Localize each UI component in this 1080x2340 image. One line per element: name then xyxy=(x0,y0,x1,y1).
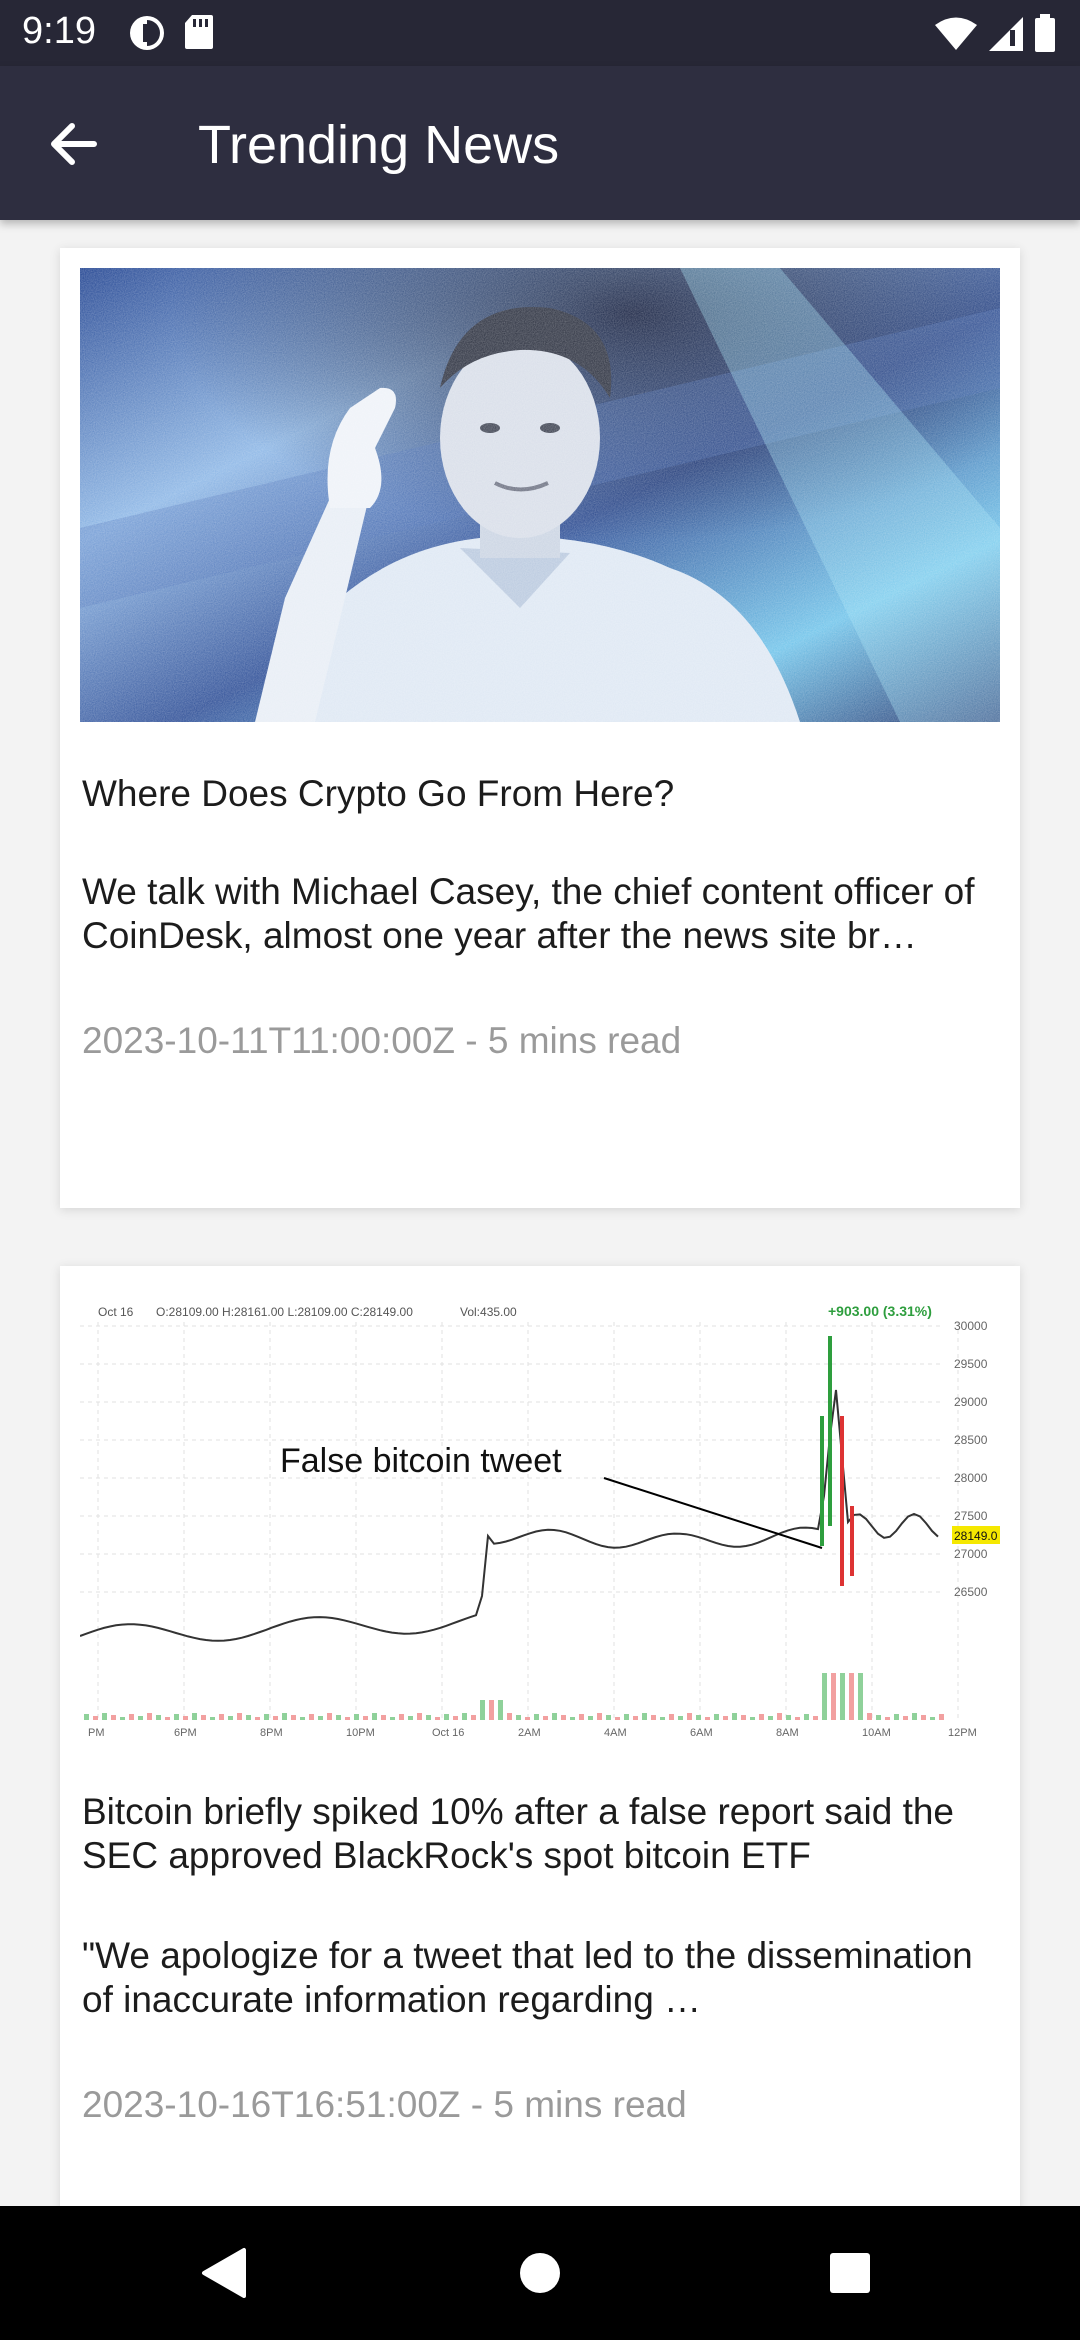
page-title: Trending News xyxy=(198,115,560,175)
navigation-bar xyxy=(0,2206,1080,2340)
chart-y-tick: 29000 xyxy=(954,1395,988,1409)
chart-ohlc-label: O:28109.00 H:28161.00 L:28109.00 C:28149… xyxy=(156,1305,413,1319)
chart-date-label: Oct 16 xyxy=(98,1305,134,1319)
article-read-time: - 5 mins read xyxy=(460,2084,687,2125)
home-circle-icon xyxy=(520,2253,560,2293)
article-meta: 2023-10-16T16:51:00Z - 5 mins read xyxy=(82,2084,687,2126)
back-triangle-icon xyxy=(202,2248,246,2298)
chart-x-tick: Oct 16 xyxy=(432,1727,464,1739)
chart-x-tick: 2AM xyxy=(518,1727,541,1739)
recents-square-icon xyxy=(830,2253,870,2293)
chart-x-tick: 6PM xyxy=(174,1727,197,1739)
chart-change-label: +903.00 (3.31%) xyxy=(828,1303,932,1319)
article-date: 2023-10-11T11:00:00Z xyxy=(82,1020,455,1061)
news-image-chart[interactable]: Oct 16 O:28109.00 H:28161.00 L:28109.00 … xyxy=(80,1286,1000,1740)
nav-back-button[interactable] xyxy=(192,2240,258,2306)
chart-y-tick: 30000 xyxy=(954,1319,988,1333)
article-title[interactable]: Where Does Crypto Go From Here? xyxy=(82,773,675,814)
battery-icon xyxy=(1034,14,1056,57)
nav-home-button[interactable] xyxy=(507,2240,573,2306)
chart-y-tick: 28500 xyxy=(954,1433,988,1447)
article-title[interactable]: Bitcoin briefly spiked 10% after a false… xyxy=(82,1791,955,1876)
news-image-portrait[interactable] xyxy=(80,268,1000,722)
news-card[interactable]: Oct 16 O:28109.00 H:28161.00 L:28109.00 … xyxy=(60,1266,1020,2206)
chart-x-tick: 8PM xyxy=(260,1727,283,1739)
status-time: 9:19 xyxy=(22,10,96,52)
news-card[interactable]: Where Does Crypto Go From Here? We talk … xyxy=(60,248,1020,1208)
data-saver-icon xyxy=(128,14,166,57)
chart-y-tick: 27000 xyxy=(954,1547,988,1561)
chart-x-tick: 10AM xyxy=(862,1727,891,1739)
portrait-photo xyxy=(80,268,1000,722)
news-list[interactable]: Where Does Crypto Go From Here? We talk … xyxy=(0,220,1080,2206)
chart-x-tick: 12PM xyxy=(948,1727,977,1739)
arrow-left-icon xyxy=(51,123,97,165)
chart-annotation: False bitcoin tweet xyxy=(280,1442,562,1480)
chart-volume-label: Vol:435.00 xyxy=(460,1305,517,1319)
app-bar: Trending News xyxy=(0,66,1080,220)
article-date: 2023-10-16T16:51:00Z xyxy=(82,2084,461,2125)
chart-y-tick: 26500 xyxy=(954,1585,988,1599)
chart-x-tick: 4AM xyxy=(604,1727,627,1739)
wifi-icon xyxy=(934,16,978,57)
back-button[interactable] xyxy=(44,114,104,174)
chart-y-tick: 29500 xyxy=(954,1357,988,1371)
chart-price-tag: 28149.0 xyxy=(954,1529,998,1543)
chart-y-tick: 27500 xyxy=(954,1509,988,1523)
bitcoin-price-chart: Oct 16 O:28109.00 H:28161.00 L:28109.00 … xyxy=(80,1286,1000,1740)
chart-y-tick: 28000 xyxy=(954,1471,988,1485)
article-read-time: - 5 mins read xyxy=(455,1020,682,1061)
chart-x-tick: 6AM xyxy=(690,1727,713,1739)
article-description: "We apologize for a tweet that led to th… xyxy=(82,1935,973,2020)
article-description: We talk with Michael Casey, the chief co… xyxy=(82,871,975,956)
chart-x-tick: 10PM xyxy=(346,1727,375,1739)
article-meta: 2023-10-11T11:00:00Z - 5 mins read xyxy=(82,1020,681,1062)
status-bar: 9:19 xyxy=(0,0,1080,66)
nav-recents-button[interactable] xyxy=(817,2240,883,2306)
sd-card-icon xyxy=(184,14,214,57)
signal-icon xyxy=(988,16,1024,57)
chart-x-tick: 8AM xyxy=(776,1727,799,1739)
chart-x-tick: PM xyxy=(88,1727,105,1739)
